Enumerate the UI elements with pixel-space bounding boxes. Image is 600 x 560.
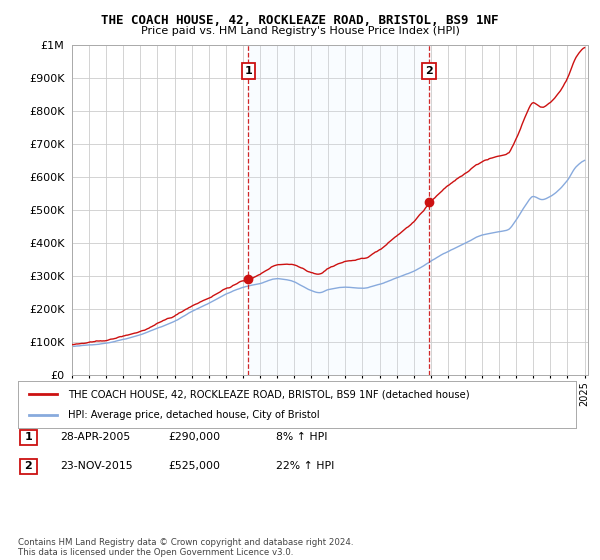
Text: 28-APR-2005: 28-APR-2005: [60, 432, 130, 442]
Text: 23-NOV-2015: 23-NOV-2015: [60, 461, 133, 472]
FancyBboxPatch shape: [20, 459, 37, 474]
Text: THE COACH HOUSE, 42, ROCKLEAZE ROAD, BRISTOL, BS9 1NF (detached house): THE COACH HOUSE, 42, ROCKLEAZE ROAD, BRI…: [68, 389, 470, 399]
Text: Contains HM Land Registry data © Crown copyright and database right 2024.
This d: Contains HM Land Registry data © Crown c…: [18, 538, 353, 557]
Text: HPI: Average price, detached house, City of Bristol: HPI: Average price, detached house, City…: [68, 410, 320, 420]
Text: £290,000: £290,000: [168, 432, 220, 442]
Text: THE COACH HOUSE, 42, ROCKLEAZE ROAD, BRISTOL, BS9 1NF: THE COACH HOUSE, 42, ROCKLEAZE ROAD, BRI…: [101, 14, 499, 27]
FancyBboxPatch shape: [20, 430, 37, 445]
Text: 22% ↑ HPI: 22% ↑ HPI: [276, 461, 334, 472]
Text: 1: 1: [25, 432, 32, 442]
Text: £525,000: £525,000: [168, 461, 220, 472]
Text: 2: 2: [425, 66, 433, 76]
Text: 1: 1: [245, 66, 253, 76]
Text: Price paid vs. HM Land Registry's House Price Index (HPI): Price paid vs. HM Land Registry's House …: [140, 26, 460, 36]
Text: 2: 2: [25, 461, 32, 472]
Bar: [248, 45, 429, 375]
Text: 8% ↑ HPI: 8% ↑ HPI: [276, 432, 328, 442]
